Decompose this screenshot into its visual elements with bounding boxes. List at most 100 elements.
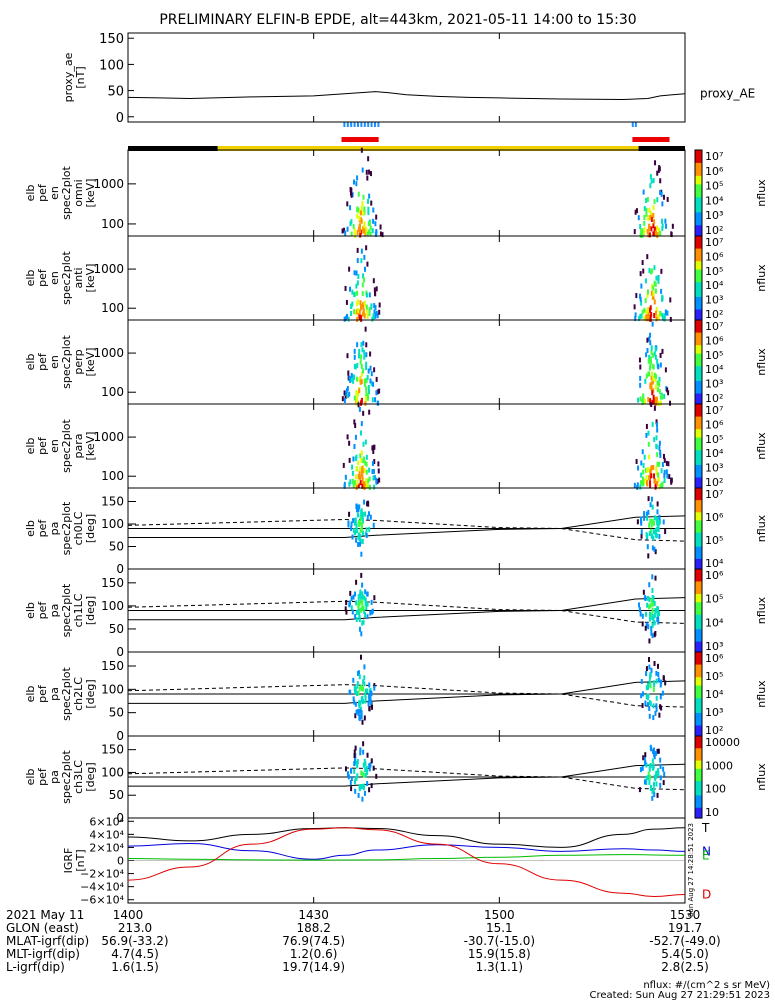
series-D-line — [127, 827, 686, 897]
spectrogram-pixel — [642, 589, 645, 595]
spectrogram-pixel — [642, 469, 645, 475]
spectrogram-pixel — [661, 201, 664, 207]
colorbar-step — [695, 399, 702, 403]
y-axis-label: pef — [36, 268, 49, 287]
colorbar-step — [695, 729, 702, 733]
colorbar-step — [695, 244, 702, 248]
colorbar-step — [695, 760, 702, 764]
colorbar-step — [695, 490, 702, 493]
y-axis-label: en — [48, 186, 61, 200]
spectrogram-pixel — [656, 452, 659, 458]
spectrogram-pixel — [365, 386, 368, 392]
spectrogram-pixel — [644, 759, 647, 765]
spectrogram-pixel — [654, 374, 657, 380]
spectrogram-pixel — [649, 332, 652, 338]
anti-loss-cone-line — [127, 518, 686, 542]
spectrogram-pixel — [659, 694, 662, 700]
spectrogram-pixel — [357, 207, 360, 213]
spectrogram-pixel — [655, 706, 658, 712]
science-zone-blue-tick — [356, 122, 359, 127]
spectrogram-pixel — [645, 423, 648, 429]
spectrogram-pixel — [353, 354, 356, 360]
spectrogram-pixel — [644, 700, 647, 706]
colorbar-step — [695, 736, 702, 739]
spectrogram-pixel — [381, 232, 384, 238]
spectrogram-pixel — [353, 309, 356, 315]
spectrogram-pixel — [671, 223, 674, 229]
colorbar-step — [695, 627, 702, 630]
colorbar-tick-label: 10⁷ — [705, 488, 723, 501]
spectrogram-pixel — [359, 379, 362, 385]
spectrogram-pixel — [364, 589, 367, 595]
spectrogram-pixel — [657, 477, 660, 483]
spectrogram-pixel — [645, 352, 648, 358]
spectrogram-pixel — [648, 531, 651, 537]
spectrogram-pixel — [361, 347, 364, 353]
spectrogram-pixel — [640, 313, 643, 319]
spectrogram-pixel — [651, 533, 654, 539]
spectrogram-pixel — [371, 469, 374, 475]
spectrogram-pixel — [369, 696, 372, 702]
spectrogram-pixel — [357, 274, 360, 280]
colorbar-step — [695, 188, 702, 192]
spectrogram-pixel — [349, 689, 352, 695]
spectrogram-pixel — [360, 248, 363, 254]
ephemeris-value: 2.8(2.5) — [661, 960, 709, 974]
panel-ch1LC: elb pef pa spec2plot ch1LC [deg]15010050010⁶1… — [24, 568, 768, 659]
colorbar-step — [695, 668, 702, 672]
colorbar-step — [695, 296, 702, 300]
spectrogram-pixel — [364, 511, 367, 517]
ephemeris-row-label: GLON (east) — [6, 921, 79, 935]
spectrogram-pixel — [659, 362, 662, 368]
anti-loss-cone-line — [127, 684, 686, 708]
y-axis-label: elb — [24, 602, 37, 619]
spectrogram-pixel — [362, 762, 365, 768]
colorbar-step — [695, 710, 702, 714]
colorbar-step — [695, 700, 702, 703]
colorbar-step — [695, 569, 702, 572]
spectrogram-pixel — [368, 467, 371, 473]
spectrogram-pixel — [650, 630, 653, 636]
spectrogram-pixel — [352, 696, 355, 702]
spectrogram-pixel — [662, 766, 665, 772]
colorbar-step — [695, 383, 702, 386]
spectrogram-pixel — [366, 374, 369, 380]
y-tick-label: 0 — [116, 811, 124, 825]
colorbar-step — [695, 452, 702, 455]
spectrogram-pixel — [655, 781, 658, 787]
y-tick-label: 1000 — [93, 346, 124, 360]
spectrogram-pixel — [658, 484, 661, 490]
colorbar-step — [695, 704, 702, 708]
y-tick-label: 100 — [101, 301, 124, 315]
spectrogram-pixel — [373, 287, 376, 293]
y-tick-label: 0 — [117, 855, 124, 868]
spectrogram-pixel — [365, 378, 368, 384]
spectrogram-pixel — [361, 282, 364, 288]
y-axis-label: spec2plot — [60, 166, 73, 220]
ephemeris-row-label: MLAT-igrf(dip) — [6, 934, 89, 948]
spectrogram-pixel — [371, 445, 374, 451]
spectrogram-pixel — [659, 453, 662, 459]
colorbar-step — [695, 552, 702, 556]
colorbar-tick-label: 1000 — [705, 759, 733, 772]
spectrogram-pixel — [362, 368, 365, 374]
colorbar-step — [695, 660, 702, 664]
spectrogram-pixel — [363, 484, 366, 490]
spectrogram-pixel — [358, 388, 361, 394]
spectrogram-pixel — [368, 763, 371, 769]
spectrogram-pixel — [653, 299, 656, 305]
colorbar-step — [695, 205, 702, 209]
science-zone-blue-tick — [363, 122, 366, 127]
colorbar-step — [695, 380, 702, 384]
spectrogram-pixel — [361, 538, 364, 544]
spectrogram-pixel — [645, 211, 648, 217]
spectrogram-pixel — [656, 748, 659, 754]
colorbar-step — [695, 600, 702, 603]
colorbar-step — [695, 575, 702, 578]
colorbar-step — [695, 587, 702, 591]
spectrogram-pixel — [651, 795, 654, 801]
colorbar-step — [695, 591, 702, 595]
science-zone-blue-tick — [367, 122, 370, 127]
